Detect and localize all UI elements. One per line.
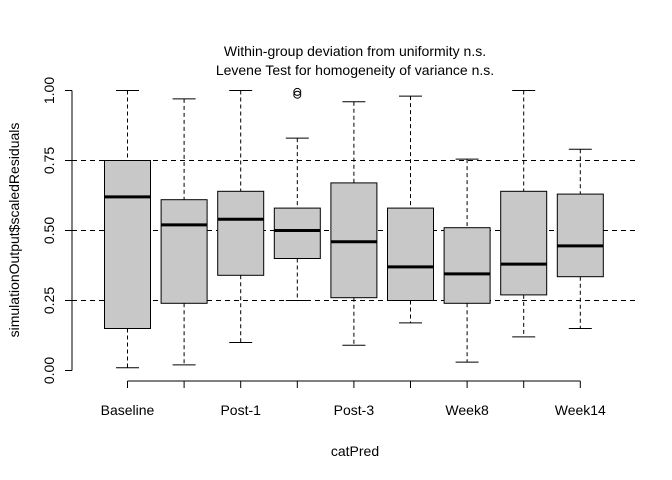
box-2 xyxy=(160,98,208,366)
box-iqr xyxy=(387,207,434,302)
box-iqr xyxy=(160,199,208,304)
x-tick-label: Week14 xyxy=(555,402,606,418)
box-6 xyxy=(387,95,434,324)
x-tick-label: Week8 xyxy=(445,402,489,418)
box-iqr xyxy=(217,190,265,276)
box-1 xyxy=(104,90,151,369)
box-7 xyxy=(443,158,491,363)
y-axis: 0.00 0.25 0.50 0.75 1.00 xyxy=(41,77,73,384)
box-9 xyxy=(556,148,604,329)
y-tick-label: 0.75 xyxy=(41,147,57,174)
box-iqr xyxy=(500,190,548,296)
y-tick-label: 1.00 xyxy=(41,77,57,104)
x-tick-label: Post-1 xyxy=(220,402,261,418)
box-iqr xyxy=(556,193,604,278)
x-axis-label: catPred xyxy=(331,443,379,459)
y-tick-label: 0.50 xyxy=(41,217,57,244)
x-tick-label: Baseline xyxy=(101,402,155,418)
y-tick-label: 0.25 xyxy=(41,287,57,314)
x-tick-label: Post-3 xyxy=(334,402,375,418)
y-tick-label: 0.00 xyxy=(41,357,57,384)
box-8 xyxy=(500,90,548,338)
chart-title-line-1: Within-group deviation from uniformity n… xyxy=(224,43,486,59)
box-iqr xyxy=(104,160,151,329)
box-5 xyxy=(330,101,378,346)
box-iqr xyxy=(273,207,321,260)
box-series xyxy=(104,87,604,369)
chart-title-line-2: Levene Test for homogeneity of variance … xyxy=(216,62,494,78)
outlier-point xyxy=(293,87,302,96)
box-iqr xyxy=(443,227,491,304)
box-4 xyxy=(273,87,321,301)
box-3 xyxy=(217,90,265,343)
y-axis-label: simulationOutput$scaledResiduals xyxy=(6,123,22,338)
outlier-point xyxy=(293,90,302,99)
x-axis: Baseline Post-1 Post-3 Week8 Week14 xyxy=(101,380,606,418)
